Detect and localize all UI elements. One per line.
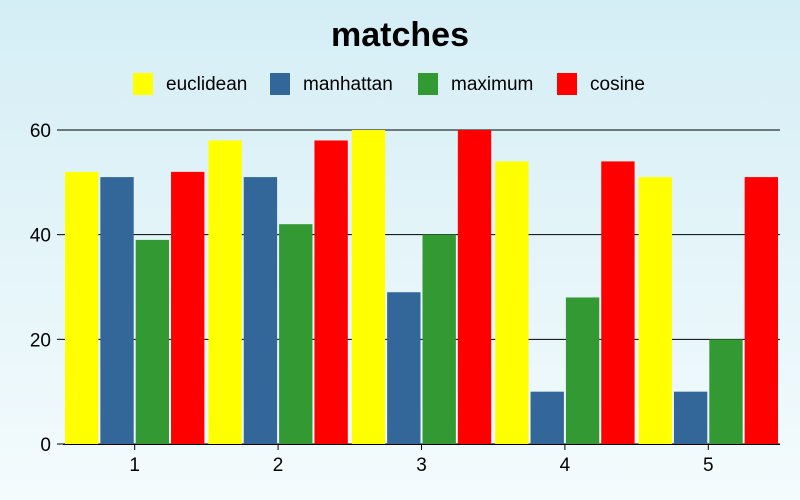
bar-euclidean-5	[638, 177, 672, 444]
legend-label-manhattan: manhattan	[303, 74, 393, 95]
bar-manhattan-5	[673, 391, 708, 444]
legend-label-maximum: maximum	[451, 74, 533, 95]
bars	[65, 130, 778, 444]
bar-manhattan-1	[100, 177, 134, 444]
legend-swatch-euclidean	[133, 73, 153, 95]
y-tick-label: 60	[30, 121, 51, 142]
bar-maximum-4	[565, 297, 600, 444]
legend-label-euclidean: euclidean	[166, 74, 247, 95]
legend: euclidean manhattan maximum cosine	[133, 73, 645, 95]
bar-cosine-1	[171, 171, 205, 444]
legend-swatch-maximum	[418, 73, 438, 95]
bar-maximum-2	[279, 224, 313, 444]
y-tick-label: 0	[40, 435, 51, 456]
legend-swatch-manhattan	[270, 73, 290, 95]
x-axis: 1 2 3 4 5	[63, 444, 780, 476]
bar-euclidean-3	[351, 130, 386, 444]
legend-label-cosine: cosine	[590, 74, 645, 95]
bar-manhattan-3	[387, 292, 421, 444]
bar-euclidean-1	[65, 171, 99, 444]
legend-swatch-cosine	[557, 73, 577, 95]
bar-cosine-2	[314, 140, 348, 444]
x-tick-label: 1	[129, 455, 140, 476]
bar-euclidean-2	[208, 140, 242, 444]
bar-cosine-3	[457, 130, 492, 444]
y-tick-label: 40	[30, 226, 51, 247]
bar-manhattan-2	[243, 177, 278, 444]
x-tick-label: 3	[416, 455, 427, 476]
bar-maximum-3	[422, 234, 456, 444]
chart-title: matches	[331, 16, 469, 54]
x-tick-label: 4	[560, 455, 571, 476]
y-axis-ticks: 0 20 40 60	[30, 121, 63, 456]
bar-cosine-5	[744, 177, 778, 444]
bar-euclidean-4	[495, 161, 529, 444]
bar-manhattan-4	[530, 391, 564, 444]
x-tick-label: 5	[703, 455, 714, 476]
y-tick-label: 20	[30, 330, 51, 351]
bar-cosine-4	[601, 161, 635, 444]
bar-maximum-5	[709, 339, 743, 444]
bar-maximum-1	[135, 239, 170, 444]
x-tick-label: 2	[273, 455, 284, 476]
